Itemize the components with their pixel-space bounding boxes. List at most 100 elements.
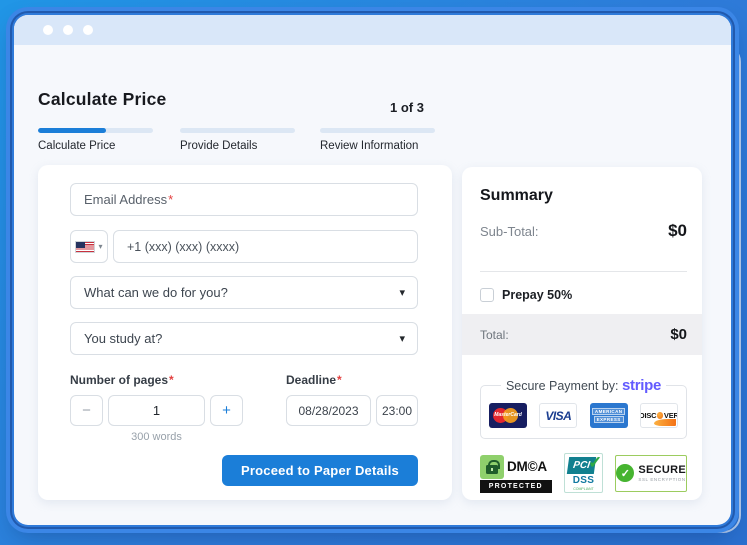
pages-label-text: Number of pages [70, 373, 169, 387]
visa-logo-icon: VISA [539, 403, 578, 428]
required-asterisk: * [337, 373, 342, 387]
ssl-secure-badge: ✓ SECURE SSL ENCRYPTION [615, 454, 687, 492]
ssl-texts: SECURE SSL ENCRYPTION [638, 464, 686, 482]
discover-text-right: VER [663, 411, 678, 420]
secure-payment-label: Secure Payment by: [505, 379, 619, 393]
ssl-subtitle: SSL ENCRYPTION [638, 477, 686, 482]
email-placeholder: Email Address [84, 192, 168, 207]
submit-row: Proceed to Paper Details [70, 455, 418, 486]
discover-orange-o-icon [656, 412, 664, 419]
lock-check-icon: ✓ [616, 460, 635, 482]
prepay-row: Prepay 50% [480, 288, 687, 302]
quantity-stepper: − 1 + [70, 395, 243, 426]
mastercard-logo-icon: MasterCard [489, 403, 527, 428]
tab-provide-details[interactable]: Provide Details [180, 128, 295, 152]
progress-bar [180, 128, 295, 133]
tab-calculate-price[interactable]: Calculate Price [38, 128, 153, 152]
window-dot [63, 25, 73, 35]
step-indicator: 1 of 3 [390, 100, 424, 115]
mastercard-orange-circle [503, 408, 518, 423]
study-select-value: You study at? [84, 331, 163, 346]
tab-label: Review Information [320, 139, 419, 152]
tab-label: Provide Details [180, 139, 258, 152]
pages-deadline-row: Number of pages* − 1 + 300 words Deadlin… [70, 373, 418, 443]
mastercard-text: MasterCard [494, 412, 522, 418]
ssl-title: SECURE [638, 464, 686, 476]
discover-text: DISC VER [639, 411, 678, 420]
phone-field[interactable]: +1 (xxx) (xxx) (xxxx) [113, 230, 418, 263]
service-select[interactable]: What can we do for you? ▾ [70, 276, 418, 309]
chevron-down-icon: ▾ [98, 242, 103, 251]
amex-line2: EXPRESS [593, 416, 624, 423]
deadline-label-text: Deadline [286, 373, 337, 387]
deadline-time-field[interactable]: 23:00 [376, 395, 418, 426]
plus-icon: + [222, 402, 231, 419]
discover-text-left: DISC [639, 411, 657, 420]
subtotal-label: Sub-Total: [480, 224, 539, 239]
decrease-pages-button[interactable]: − [70, 395, 103, 426]
dmca-protected-badge: DM©A PROTECTED [480, 453, 552, 493]
email-field[interactable]: Email Address * [70, 183, 418, 216]
phone-row: ▾ +1 (xxx) (xxx) (xxxx) [70, 230, 418, 263]
pci-subtitle: DSS [572, 475, 595, 486]
window-dot [83, 25, 93, 35]
pages-label: Number of pages* [70, 373, 243, 387]
total-label: Total: [480, 328, 509, 342]
required-asterisk: * [169, 373, 174, 387]
chevron-down-icon: ▾ [399, 287, 405, 299]
total-value: $0 [670, 326, 687, 343]
pci-note: COMPLIANT [573, 487, 594, 491]
secure-payment-box: Secure Payment by: stripe MasterCard VIS… [480, 377, 687, 439]
progress-fill [38, 128, 106, 133]
dmca-top: DM©A [480, 453, 552, 480]
prepay-checkbox[interactable] [480, 288, 494, 302]
amex-line1: AMERICAN [591, 408, 626, 415]
deadline-date-field[interactable]: 08/28/2023 [286, 395, 371, 426]
trust-badges-row: DM©A PROTECTED PCI ✓ DSS COMPLIANT ✓ SEC… [480, 453, 687, 493]
proceed-button[interactable]: Proceed to Paper Details [222, 455, 418, 486]
required-asterisk: * [168, 192, 174, 207]
divider [480, 271, 687, 272]
dmca-title: DM©A [507, 459, 547, 474]
discover-logo-icon: DISC VER [639, 403, 678, 428]
window-dot [43, 25, 53, 35]
page-content: Calculate Price 1 of 3 Calculate Price P… [14, 45, 731, 525]
deadline-inputs: 08/28/2023 23:00 [286, 395, 418, 426]
visa-text: VISA [545, 408, 572, 423]
total-row: Total: $0 [462, 314, 702, 355]
us-flag-icon [75, 240, 96, 253]
discover-swoosh [653, 419, 676, 426]
card-logos-row: MasterCard VISA AMERICAN EXPRESS DISC VER [489, 403, 678, 428]
minus-icon: − [82, 402, 91, 419]
word-count-hint: 300 words [131, 431, 182, 443]
phone-placeholder: +1 (xxx) (xxx) (xxxx) [127, 239, 240, 254]
progress-bar [38, 128, 153, 133]
lock-glyph [486, 459, 500, 474]
app-window: Calculate Price 1 of 3 Calculate Price P… [14, 15, 731, 525]
page-title: Calculate Price [38, 89, 167, 109]
deadline-group: Deadline* 08/28/2023 23:00 [286, 373, 418, 443]
pages-value-input[interactable]: 1 [108, 395, 205, 426]
increase-pages-button[interactable]: + [210, 395, 243, 426]
pci-dss-badge: PCI ✓ DSS COMPLIANT [563, 453, 604, 493]
service-select-value: What can we do for you? [84, 285, 228, 300]
window-titlebar [14, 15, 731, 45]
country-select[interactable]: ▾ [70, 230, 108, 263]
prepay-label: Prepay 50% [502, 288, 573, 302]
study-select[interactable]: You study at? ▾ [70, 322, 418, 355]
deadline-time-value: 23:00 [381, 403, 413, 418]
chevron-down-icon: ▾ [399, 333, 405, 345]
summary-card: Summary Sub-Total: $0 Prepay 50% Total: … [462, 167, 702, 500]
check-icon: ✓ [588, 453, 603, 472]
pages-value: 1 [152, 403, 161, 418]
secure-payment-legend: Secure Payment by: stripe [501, 377, 666, 394]
check-glyph: ✓ [620, 467, 630, 480]
deadline-date-value: 08/28/2023 [298, 403, 359, 418]
pages-group: Number of pages* − 1 + 300 words [70, 373, 243, 443]
tab-review-information[interactable]: Review Information [320, 128, 435, 152]
progress-bar [320, 128, 435, 133]
lock-icon [480, 454, 504, 479]
summary-title: Summary [480, 187, 553, 204]
subtotal-value: $0 [668, 221, 687, 240]
